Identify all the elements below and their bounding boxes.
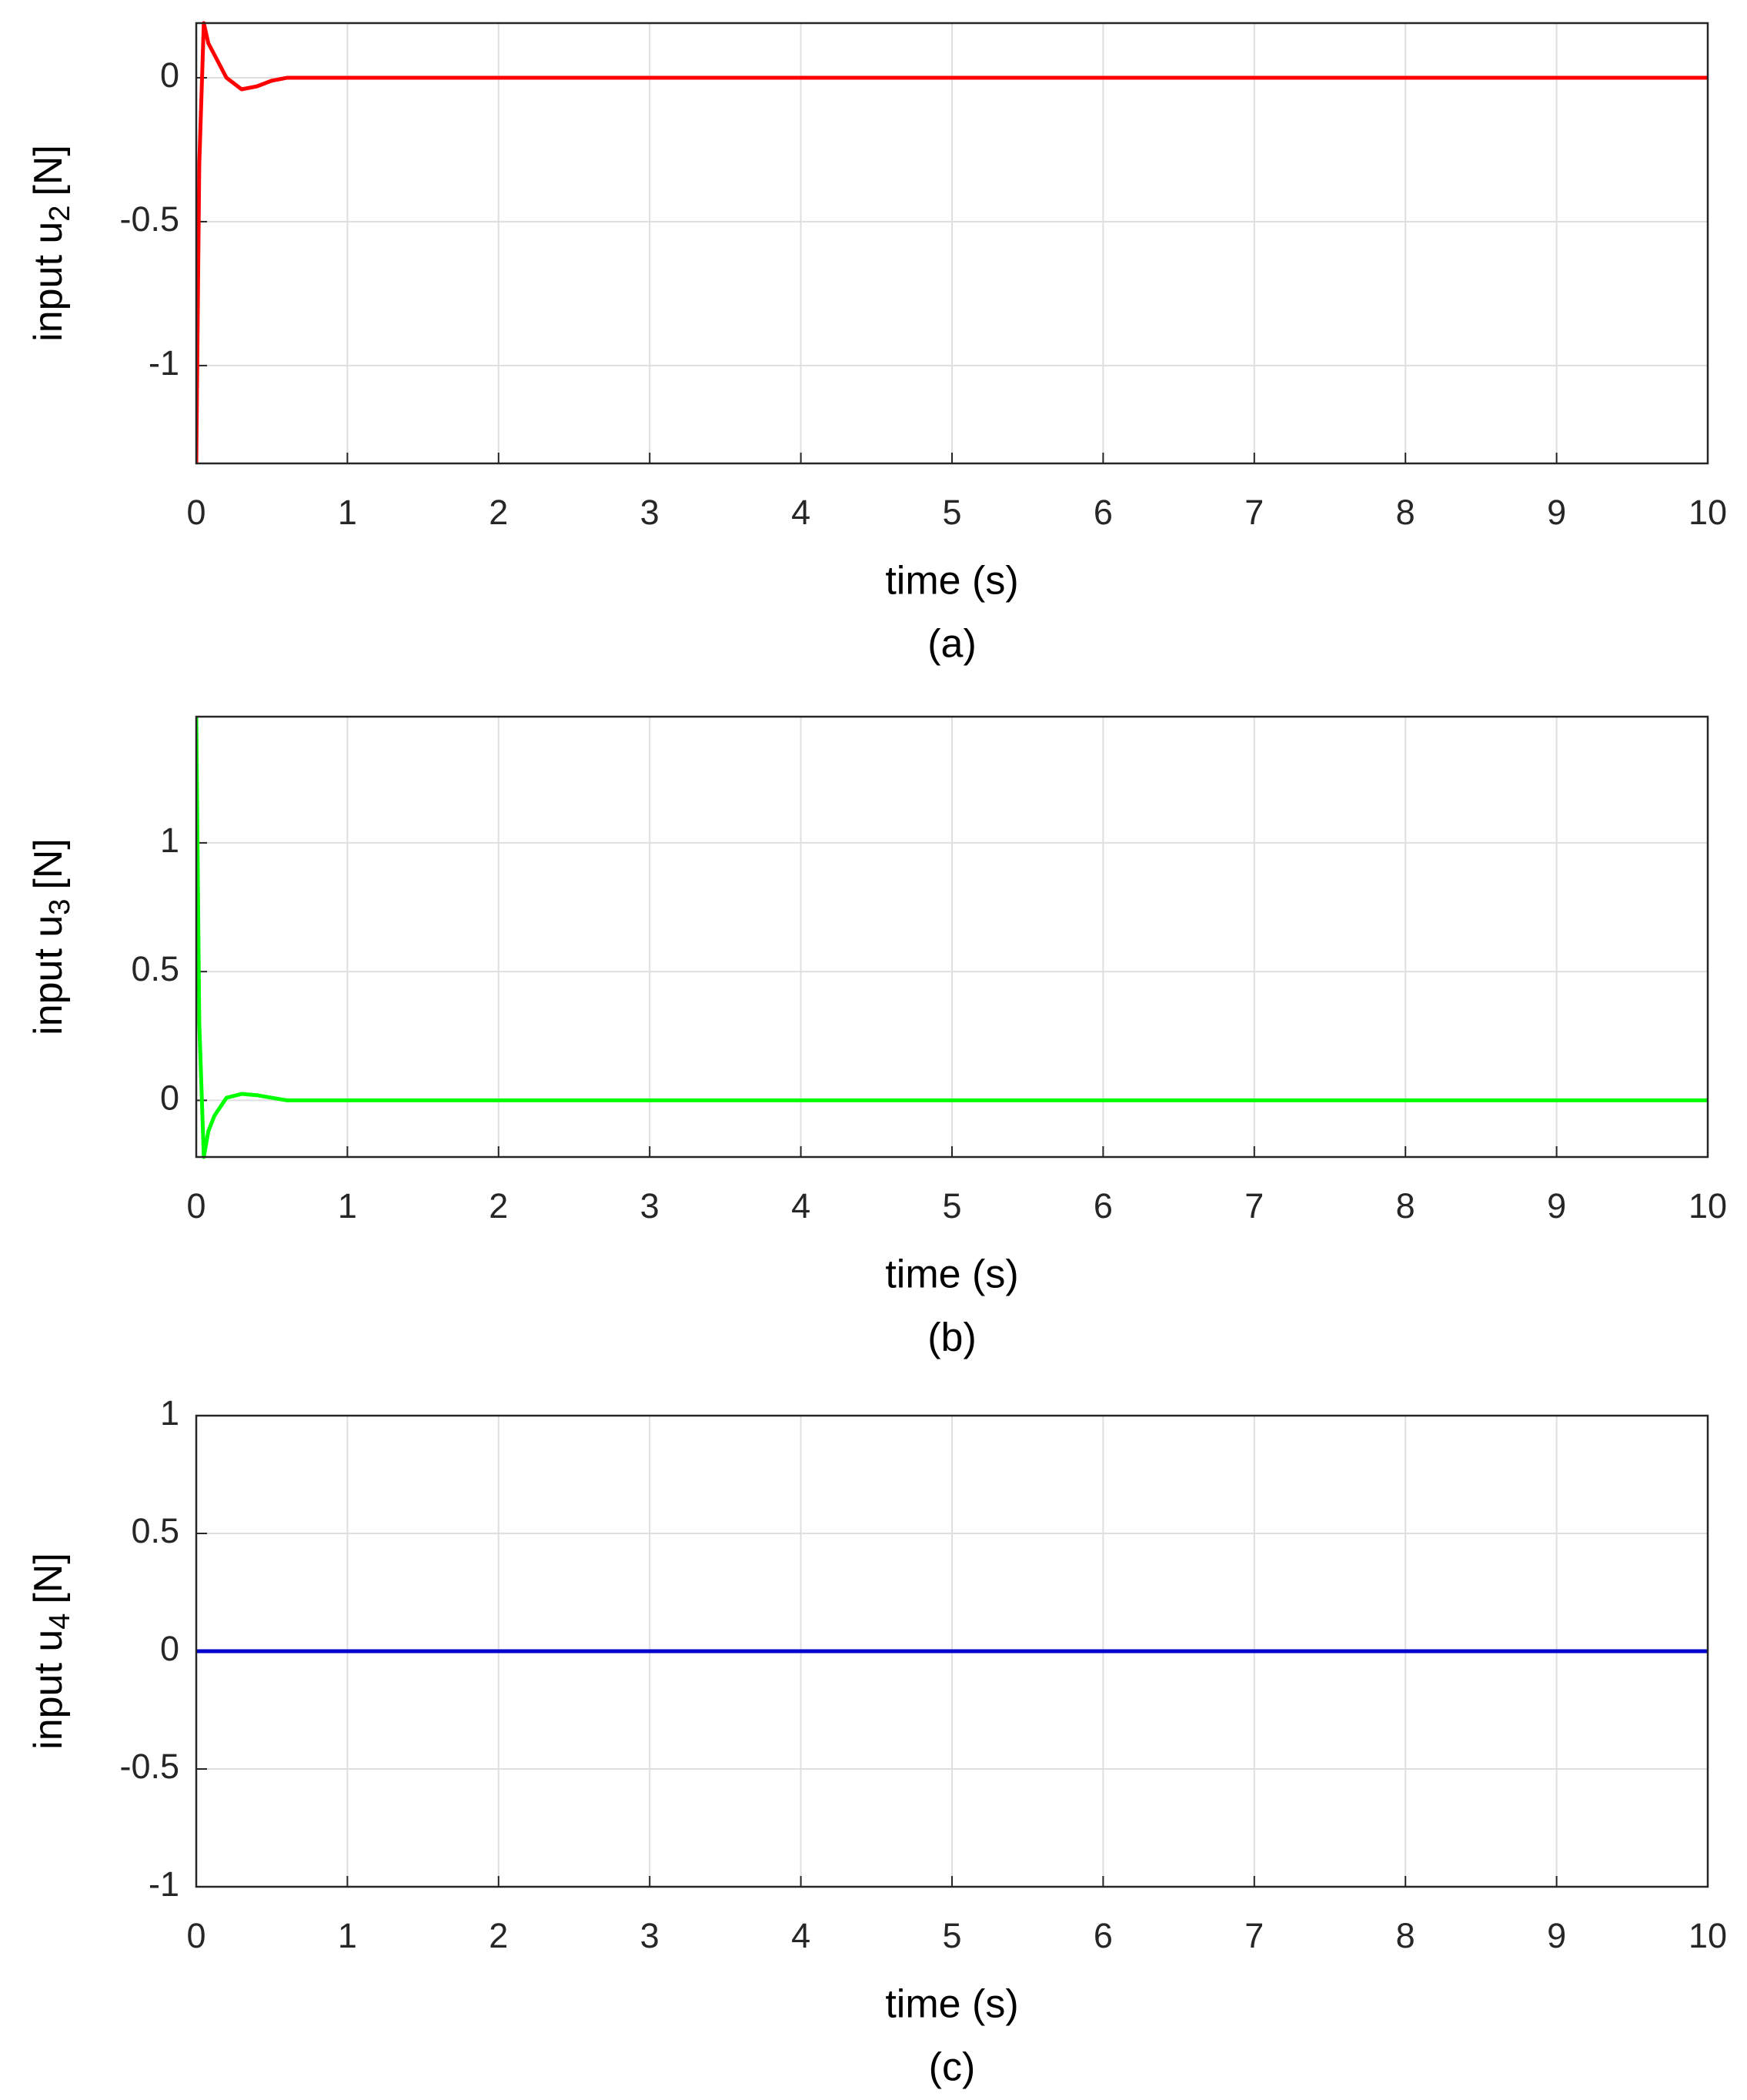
y-label-unit: [N] [26,145,71,196]
x-tick-label: 6 [1094,1186,1113,1226]
x-tick-label: 1 [338,1186,357,1226]
y-tick-label: 0.5 [131,1511,179,1550]
x-tick-label: 5 [942,1186,961,1226]
y-tick-label: 0 [160,1078,179,1117]
y-label-text: input u [26,1630,71,1750]
x-tick-label: 7 [1244,493,1264,532]
axes-box [195,715,1709,1159]
axes-box [195,22,1709,465]
x-tick-label: 10 [1689,493,1727,532]
y-label-unit: [N] [26,838,71,889]
x-tick-label: 0 [186,493,205,532]
y-tick-label: 0 [160,55,179,95]
data-line [196,21,1708,464]
x-tick-label: 0 [186,1186,205,1226]
x-tick-label: 2 [489,1186,508,1226]
y-axis-label: input u3 [N] [26,838,76,1035]
x-axis-label: time (s) [885,1252,1018,1297]
x-tick-label: 9 [1547,1916,1566,1955]
y-label-subscript: 4 [44,1613,76,1630]
y-tick-label: 0.5 [131,949,179,988]
y-tick-label: 0 [160,1629,179,1668]
caption: (c) [929,2045,976,2090]
y-tick-label: -1 [149,1864,179,1904]
x-tick-label: 1 [338,1916,357,1955]
y-tick-label: -0.5 [119,1747,179,1786]
x-tick-label: 2 [489,1916,508,1955]
x-tick-label: 8 [1396,493,1415,532]
y-tick-label: -1 [149,343,179,383]
x-tick-label: 6 [1094,1916,1113,1955]
x-axis-label: time (s) [885,559,1018,604]
x-tick-label: 9 [1547,493,1566,532]
x-tick-label: 7 [1244,1916,1264,1955]
x-tick-label: 6 [1094,493,1113,532]
x-tick-label: 4 [791,1916,810,1955]
x-axis-label: time (s) [885,1982,1018,2027]
y-label-text: input u [26,222,71,342]
x-tick-label: 0 [186,1916,205,1955]
y-label-text: input u [26,915,71,1035]
axes-box [195,1414,1709,1888]
x-tick-label: 8 [1396,1916,1415,1955]
x-tick-label: 8 [1396,1186,1415,1226]
x-tick-label: 3 [640,493,660,532]
x-tick-label: 4 [791,493,810,532]
x-tick-label: 3 [640,1916,660,1955]
x-tick-label: 5 [942,493,961,532]
x-tick-label: 7 [1244,1186,1264,1226]
y-tick-label: -0.5 [119,199,179,239]
y-axis-label: input u4 [N] [26,1553,76,1750]
caption: (a) [927,622,977,667]
x-tick-label: 2 [489,493,508,532]
y-tick-label: 1 [160,821,179,860]
y-axis-label: input u2 [N] [26,145,76,342]
y-label-subscript: 3 [44,899,76,915]
y-tick-label: 1 [160,1393,179,1433]
x-tick-label: 10 [1689,1916,1727,1955]
x-tick-label: 9 [1547,1186,1566,1226]
x-tick-label: 5 [942,1916,961,1955]
y-label-subscript: 2 [44,206,76,222]
x-tick-label: 1 [338,493,357,532]
x-tick-label: 10 [1689,1186,1727,1226]
x-tick-label: 4 [791,1186,810,1226]
data-line [196,716,1708,1159]
y-label-unit: [N] [26,1553,71,1603]
x-tick-label: 3 [640,1186,660,1226]
caption: (b) [927,1316,977,1360]
